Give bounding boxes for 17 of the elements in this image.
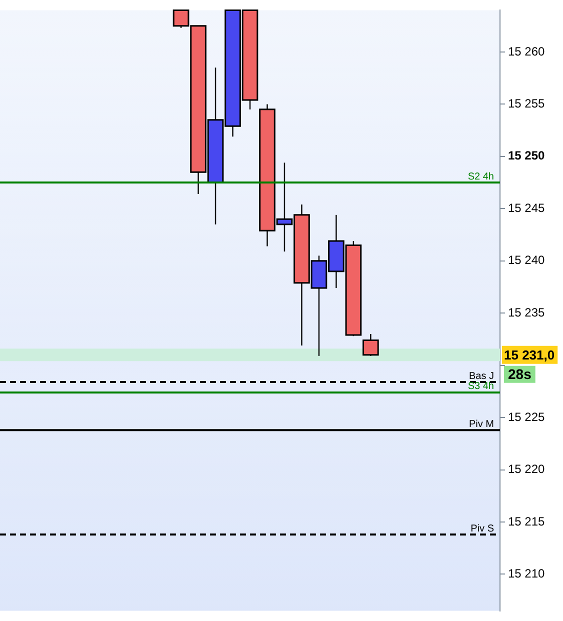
y-tick-label: 15 250 [508, 148, 546, 163]
y-tick-label: 15 255 [508, 96, 546, 111]
ref-line-label: S2 4h [468, 171, 494, 182]
y-tick-label: 15 210 [508, 566, 546, 581]
ref-line-label: S3 4h [468, 381, 494, 392]
ref-line-label: Bas J [468, 370, 494, 382]
y-tick-label: 15 235 [508, 305, 546, 320]
y-tick-label: 15 220 [508, 462, 546, 476]
y-tick-label: 15 260 [508, 44, 546, 58]
text: 15 231,0 [504, 347, 555, 362]
y-tick-label: 15 240 [508, 253, 546, 268]
ref-line-label: Piv S [470, 523, 494, 534]
y-tick-label: 15 215 [508, 514, 546, 528]
y-tick-label: 15 225 [508, 410, 546, 424]
y-tick-label: 15 245 [508, 200, 546, 215]
text: 28s [508, 366, 532, 382]
ref-line-label: Piv M [469, 418, 494, 430]
